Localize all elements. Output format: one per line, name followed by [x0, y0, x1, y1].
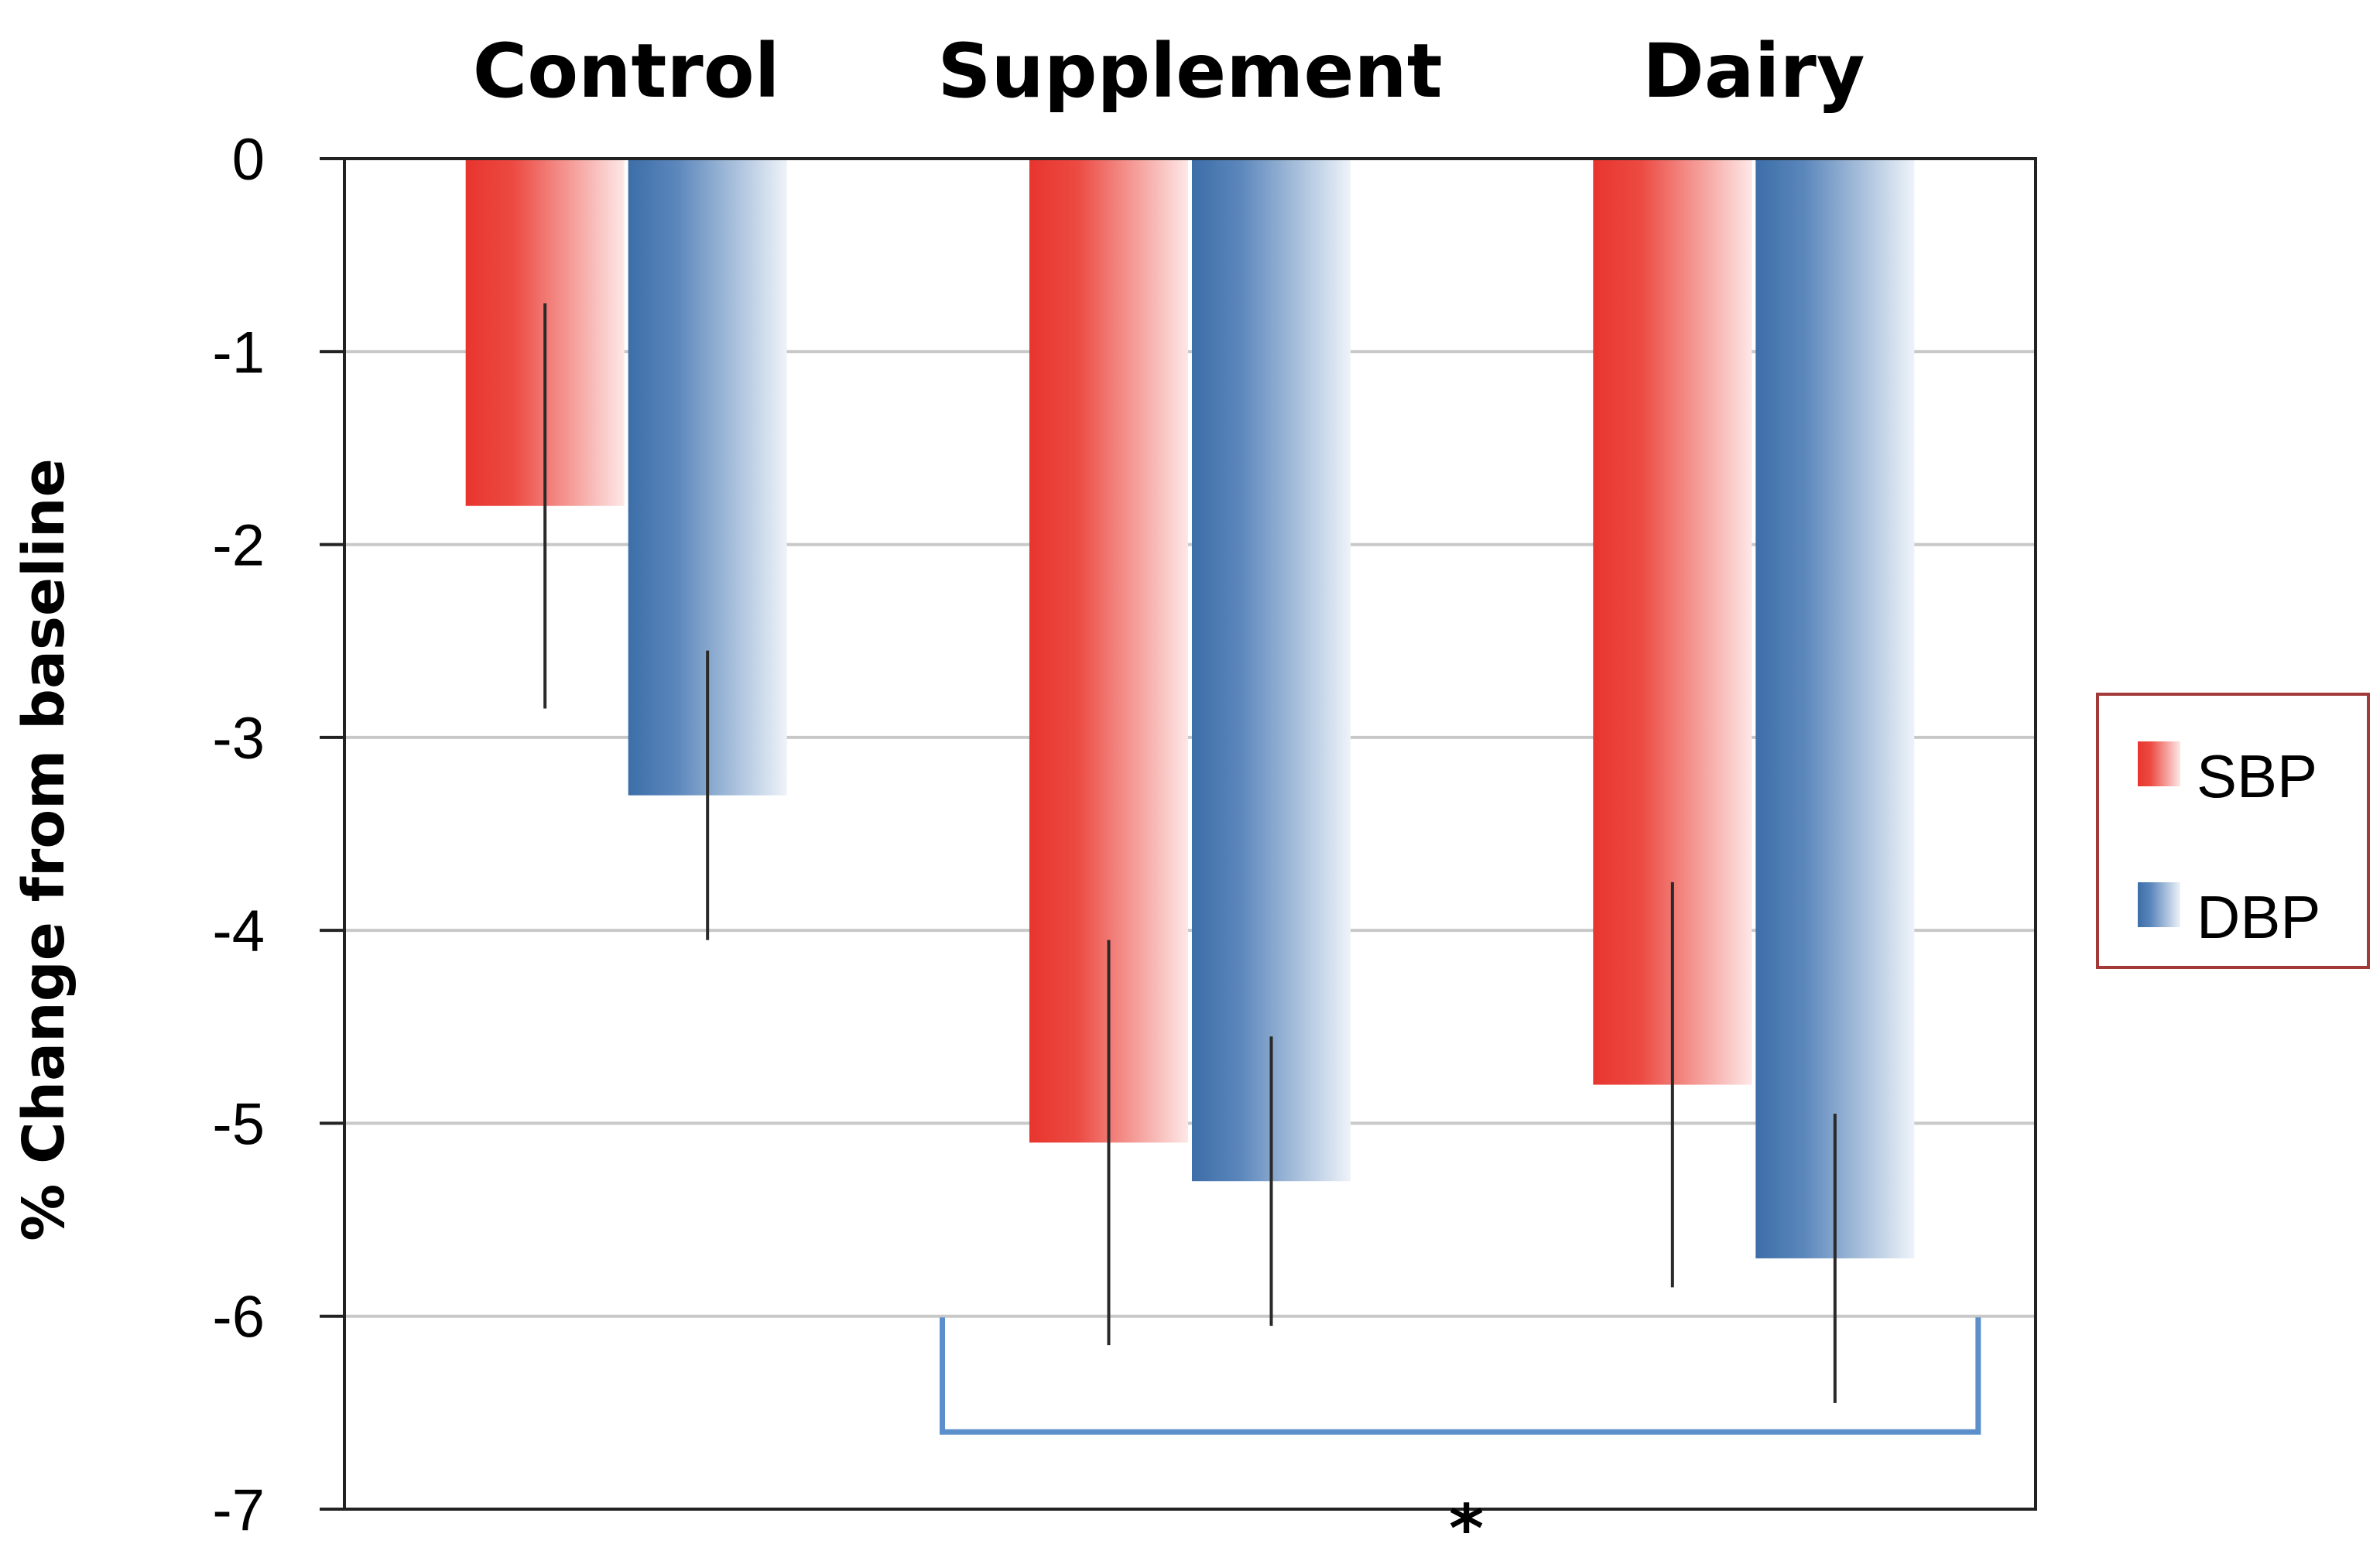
significance-marker: * — [1449, 1491, 1484, 1561]
y-tick-label: -3 — [212, 706, 265, 772]
category-label-control: Control — [473, 28, 780, 115]
error-bars — [543, 303, 1837, 1403]
y-tick-label: -6 — [212, 1285, 265, 1350]
category-label-supplement: Supplement — [937, 28, 1442, 115]
category-labels: Control Supplement Dairy — [473, 28, 1865, 115]
bar-dbp-supplement — [1192, 159, 1351, 1182]
significance-bracket-line — [940, 1317, 1981, 1435]
legend-label-sbp: SBP — [2197, 742, 2317, 810]
bars — [465, 159, 1915, 1258]
legend: SBP DBP — [2096, 693, 2370, 969]
legend-swatch-sbp — [2138, 741, 2180, 786]
plot-area-frame — [343, 157, 2037, 1511]
y-tick-label: 0 — [232, 127, 265, 193]
bar-dbp-dairy — [1755, 159, 1915, 1258]
gridlines — [344, 157, 2036, 1511]
category-label-dairy: Dairy — [1642, 28, 1865, 115]
y-tick-label: -1 — [212, 320, 265, 385]
y-tick-label: -4 — [212, 899, 265, 964]
y-tick-label: -2 — [212, 513, 265, 579]
significance-bracket: * — [940, 1317, 1981, 1561]
legend-label-dbp: DBP — [2197, 883, 2320, 951]
y-tick-label: -5 — [212, 1091, 265, 1157]
axes — [343, 157, 2037, 1511]
y-axis-label: % Change from baseline — [11, 458, 77, 1241]
y-tick-labels: 0 -1 -2 -3 -4 -5 -6 -7 — [212, 127, 344, 1543]
y-tick-label: -7 — [212, 1477, 265, 1543]
legend-swatch-dbp — [2138, 882, 2180, 927]
